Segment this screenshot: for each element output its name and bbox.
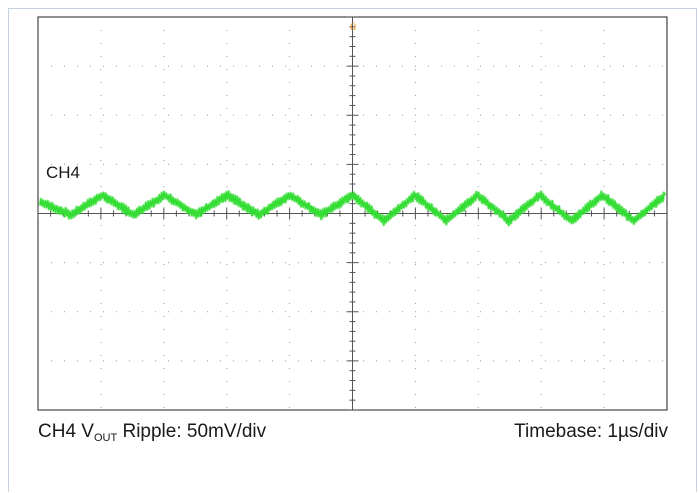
channel-label: CH4	[46, 163, 80, 182]
ch4-ripple-trace	[39, 190, 666, 226]
vertical-scale-caption: CH4 VOUT Ripple: 50mV/div	[38, 421, 266, 449]
caption-suffix: Ripple: 50mV/div	[117, 421, 267, 442]
figure-frame	[8, 8, 697, 492]
trigger-marker: ü	[350, 21, 356, 33]
caption-prefix: CH4 V	[38, 421, 94, 442]
caption-subscript: OUT	[93, 432, 118, 444]
timebase-caption: Timebase: 1µs/div	[514, 421, 668, 442]
ch4-ripple-trace-glow	[38, 190, 667, 227]
trace-layer	[38, 190, 667, 227]
